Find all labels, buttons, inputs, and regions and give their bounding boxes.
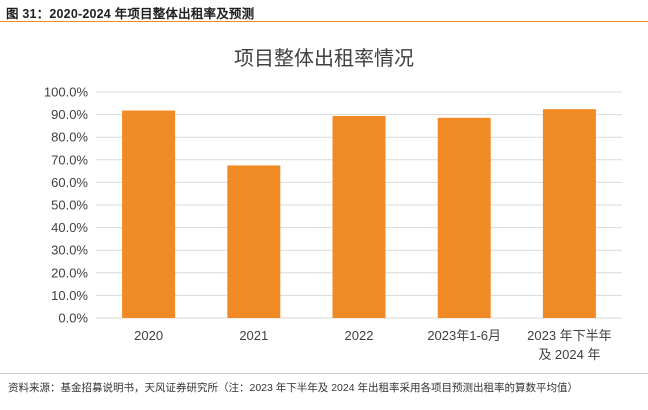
chart-title: 项目整体出租率情况 <box>234 48 414 70</box>
header-divider <box>0 21 648 22</box>
x-category-label: 2023年1-6月 <box>427 328 501 343</box>
y-tick-label: 30.0% <box>51 243 88 258</box>
bar <box>332 115 386 319</box>
footer-divider <box>0 373 648 374</box>
y-tick-label: 60.0% <box>51 175 88 190</box>
figure-header: 图 31：2020-2024 年项目整体出租率及预测 <box>6 7 255 21</box>
y-tick-label: 20.0% <box>51 265 88 280</box>
y-tick-label: 0.0% <box>58 311 88 326</box>
x-category-label: 2021 <box>239 328 268 343</box>
x-category-label: 2020 <box>134 328 163 343</box>
bar <box>437 117 491 318</box>
bar <box>122 110 176 318</box>
y-tick-label: 70.0% <box>51 152 88 167</box>
y-tick-label: 100.0% <box>44 85 89 100</box>
x-category-label: 及 2024 年 <box>538 347 600 362</box>
bar <box>542 109 596 319</box>
bar-chart: 0.0% 10.0% 20.0% 30.0% 40.0% 50.0% 60.0% 70.0% 8… <box>44 85 622 362</box>
x-category-label: 2023 年下半年 <box>527 328 612 343</box>
y-tick-label: 80.0% <box>51 130 88 145</box>
y-tick-label: 10.0% <box>51 288 88 303</box>
x-category-label: 2022 <box>345 328 374 343</box>
y-tick-label: 40.0% <box>51 220 88 235</box>
y-tick-label: 50.0% <box>51 198 88 213</box>
source-note: 资料来源：基金招募说明书，天风证券研究所（注：2023 年下半年及 2024 年… <box>8 382 578 394</box>
bar <box>227 165 281 318</box>
y-tick-label: 90.0% <box>51 107 88 122</box>
